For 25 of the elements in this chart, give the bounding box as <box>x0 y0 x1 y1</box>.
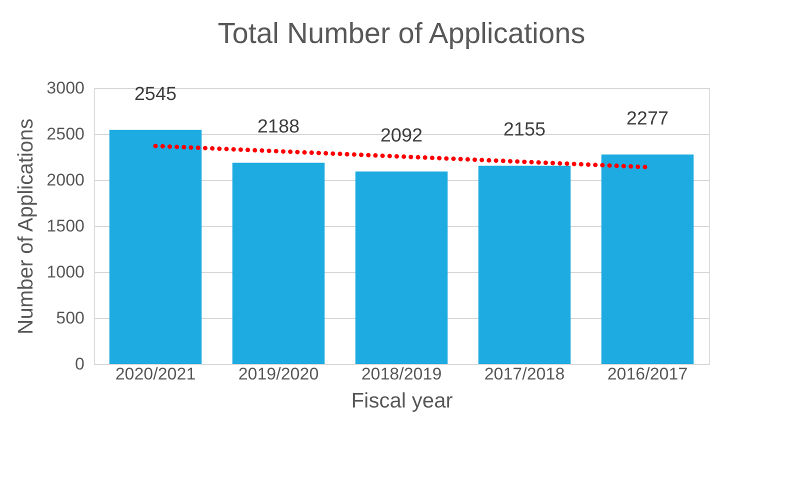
y-tick-label: 1500 <box>46 216 84 236</box>
bar <box>478 166 571 364</box>
bar <box>109 130 202 364</box>
y-tick-label: 2000 <box>46 170 84 190</box>
data-label: 2155 <box>503 120 546 141</box>
bar <box>601 154 694 364</box>
x-axis-title: Fiscal year <box>351 390 453 412</box>
data-label: 2092 <box>380 126 423 147</box>
y-tick-label: 0 <box>75 354 84 374</box>
bar <box>232 162 325 364</box>
x-tick-label: 2017/2018 <box>484 364 565 384</box>
x-tick-label: 2020/2021 <box>115 364 196 384</box>
x-tick-label: 2018/2019 <box>361 364 442 384</box>
y-tick-label: 500 <box>56 308 84 328</box>
y-tick-label: 2500 <box>46 124 84 144</box>
data-label: 2188 <box>257 116 300 138</box>
y-tick-label: 1000 <box>46 262 84 282</box>
data-label: 2545 <box>134 84 177 105</box>
x-tick-label: 2019/2020 <box>238 364 319 384</box>
y-axis-title: Number of Applications <box>14 118 38 334</box>
chart-title: Total Number of Applications <box>218 18 586 50</box>
data-label: 2277 <box>626 108 669 130</box>
y-tick-label: 3000 <box>46 78 84 98</box>
x-tick-label: 2016/2017 <box>607 364 688 384</box>
bar <box>355 172 448 364</box>
